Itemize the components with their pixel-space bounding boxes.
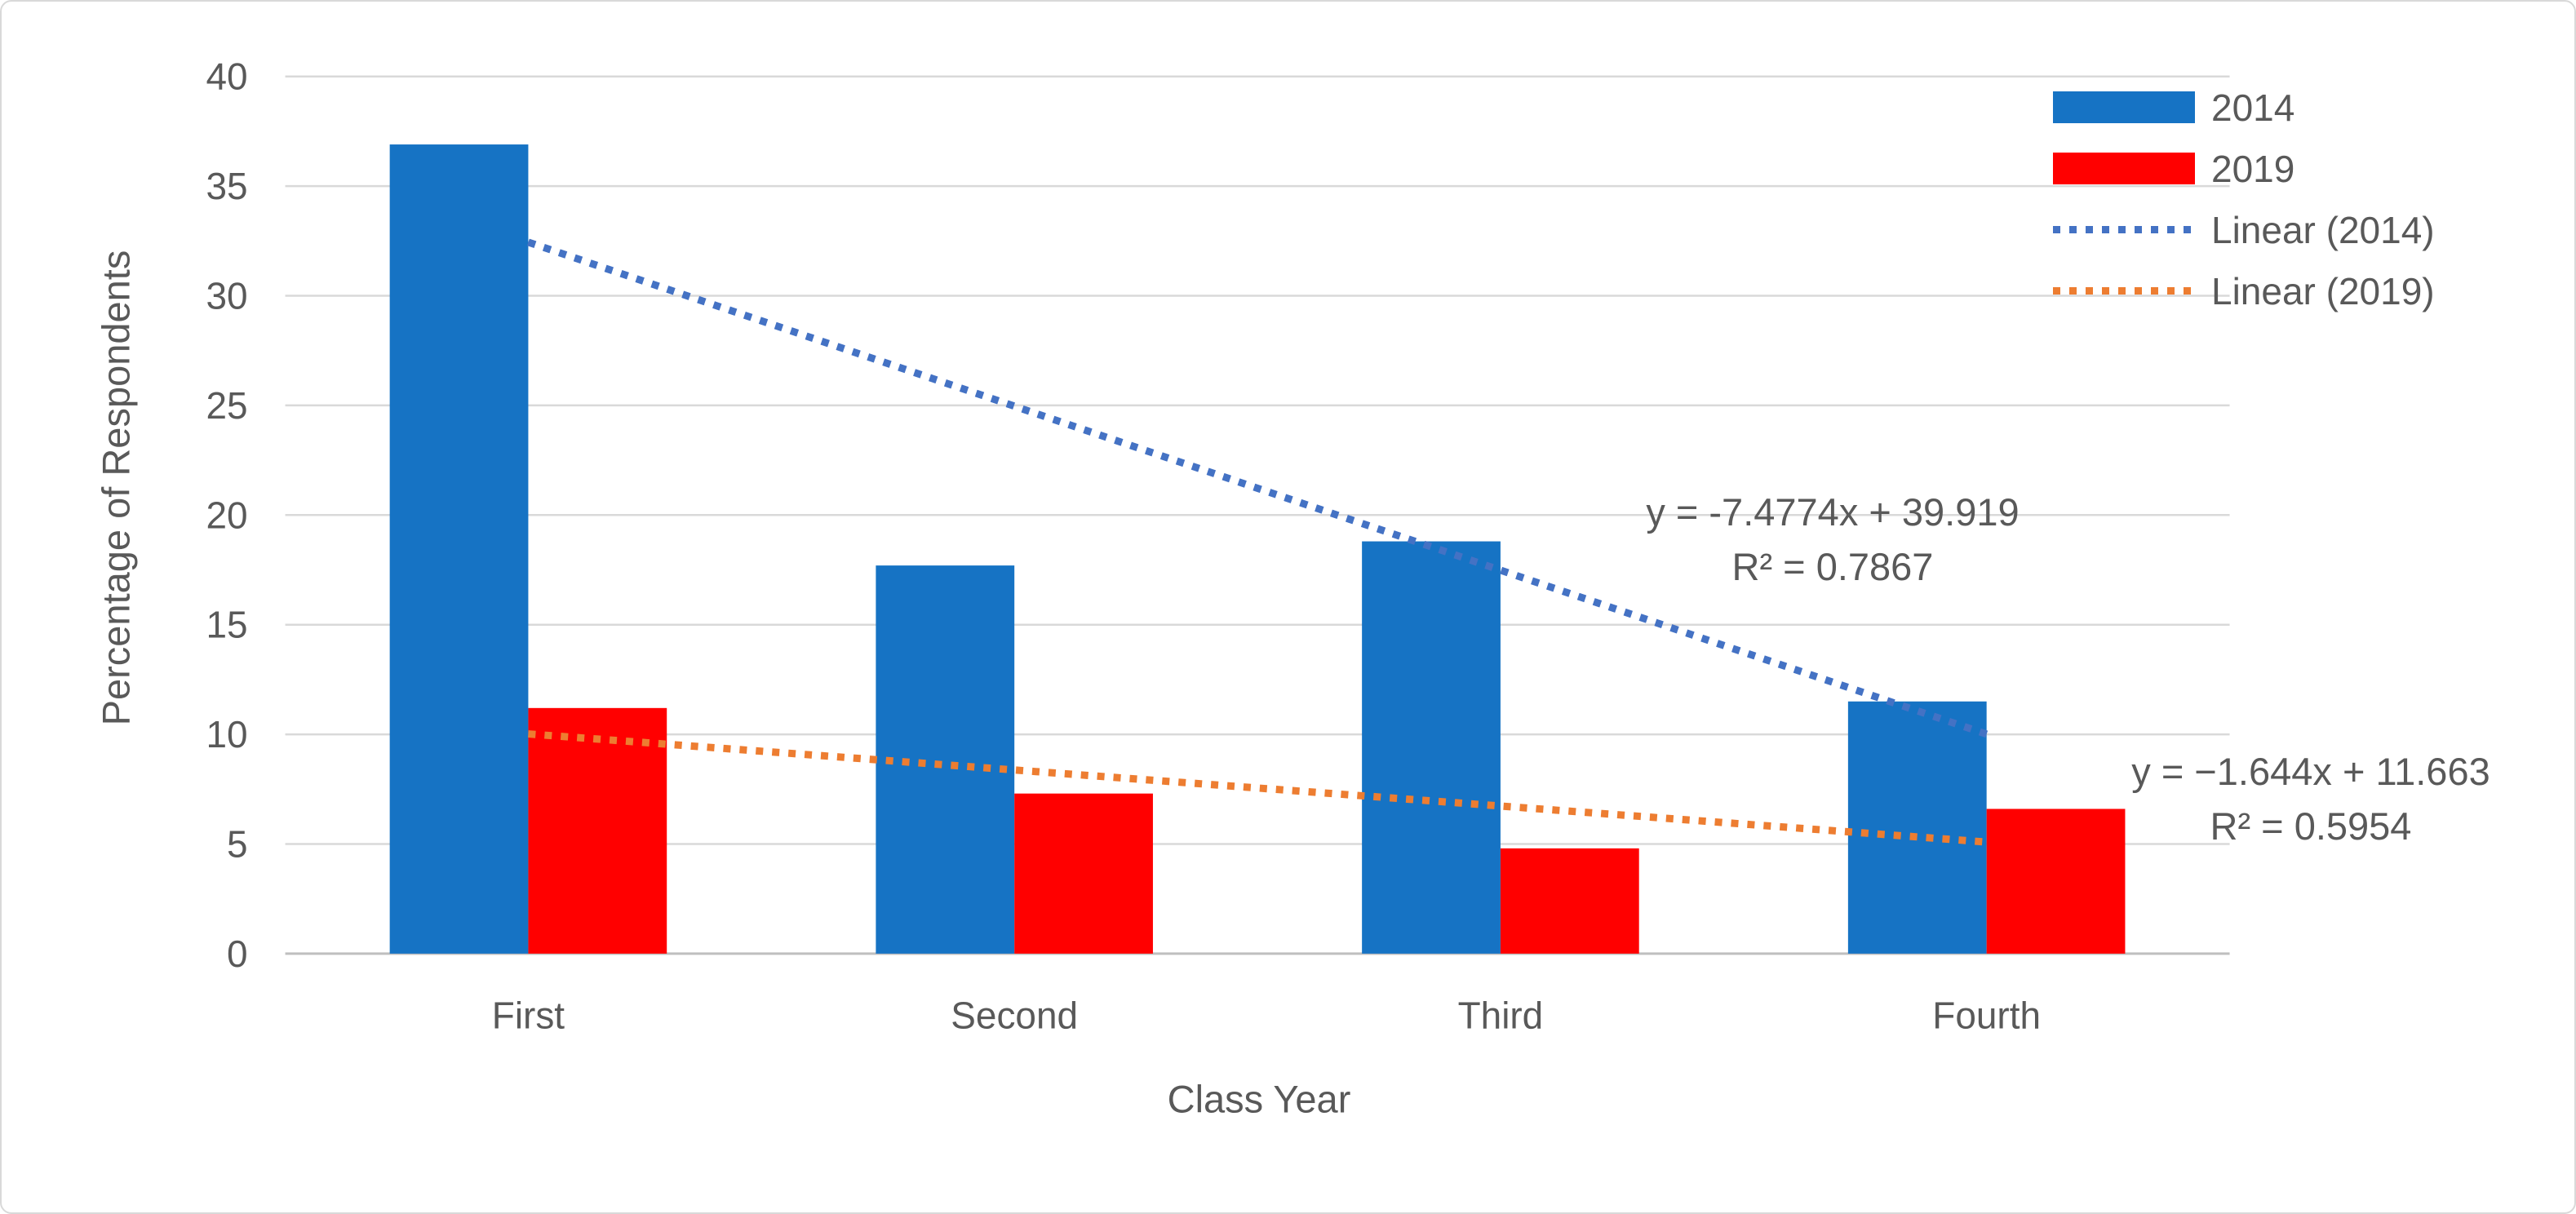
trendline-2019-annotation: y = −1.644x + 11.663 R² = 0.5954 bbox=[2078, 744, 2543, 853]
trendline-2014-r-squared: R² = 0.7867 bbox=[1731, 545, 1934, 588]
trendline-Linear (2019) bbox=[528, 730, 1987, 846]
y-tick-label-25: 25 bbox=[206, 384, 248, 427]
trendline-2019-equation: y = −1.644x + 11.663 bbox=[2131, 750, 2490, 793]
legend-swatch-2014 bbox=[2053, 91, 2195, 123]
bar-2019-Second bbox=[1014, 793, 1153, 954]
bar-2019-Third bbox=[1500, 848, 1639, 954]
legend-dotted-line-2014-icon bbox=[2053, 226, 2197, 233]
trendline-Linear (2014) bbox=[526, 238, 1989, 738]
y-tick-label-0: 0 bbox=[227, 933, 248, 975]
y-tick-label-5: 5 bbox=[227, 822, 248, 865]
legend-item-2014: 2014 bbox=[2053, 77, 2510, 138]
y-tick-label-10: 10 bbox=[206, 713, 248, 755]
x-category-label-Third: Third bbox=[1458, 995, 1544, 1037]
x-category-label-Second: Second bbox=[951, 995, 1078, 1037]
bar-2014-Second bbox=[876, 565, 1015, 954]
trendline-2019-r-squared: R² = 0.5954 bbox=[2210, 804, 2412, 848]
y-axis-title: Percentage of Respondents bbox=[94, 250, 138, 726]
y-tick-label-40: 40 bbox=[206, 55, 248, 98]
legend-swatch-2019 bbox=[2053, 153, 2195, 184]
bar-2014-First bbox=[389, 144, 529, 954]
y-tick-label-35: 35 bbox=[206, 165, 248, 207]
y-tick-label-20: 20 bbox=[206, 494, 248, 536]
bar-2014-Third bbox=[1362, 541, 1501, 954]
legend-dotted-line-2019-icon bbox=[2053, 287, 2197, 295]
bar-2019-First bbox=[528, 707, 667, 954]
x-axis-title: Class Year bbox=[1167, 1077, 1351, 1121]
legend-item-linear-2019: Linear (2019) bbox=[2053, 260, 2510, 321]
legend: 2014 2019 Linear (2014) Linear (2019) bbox=[2053, 77, 2510, 321]
bar-2014-Fourth bbox=[1847, 701, 1987, 954]
y-tick-label-15: 15 bbox=[206, 604, 248, 646]
trendline-2014-equation: y = -7.4774x + 39.919 bbox=[1646, 490, 2020, 534]
bar-2019-Fourth bbox=[1986, 809, 2126, 954]
x-category-label-First: First bbox=[492, 995, 565, 1037]
legend-label-linear-2014: Linear (2014) bbox=[2211, 208, 2435, 251]
legend-item-linear-2014: Linear (2014) bbox=[2053, 199, 2510, 260]
legend-label-linear-2019: Linear (2019) bbox=[2211, 269, 2435, 312]
legend-item-2019: 2019 bbox=[2053, 138, 2510, 199]
trendline-2014-annotation: y = -7.4774x + 39.919 R² = 0.7867 bbox=[1600, 485, 2065, 594]
legend-label-2019: 2019 bbox=[2211, 147, 2295, 190]
x-category-label-Fourth: Fourth bbox=[1932, 995, 2041, 1037]
y-tick-label-30: 30 bbox=[206, 275, 248, 317]
legend-label-2014: 2014 bbox=[2211, 86, 2295, 129]
